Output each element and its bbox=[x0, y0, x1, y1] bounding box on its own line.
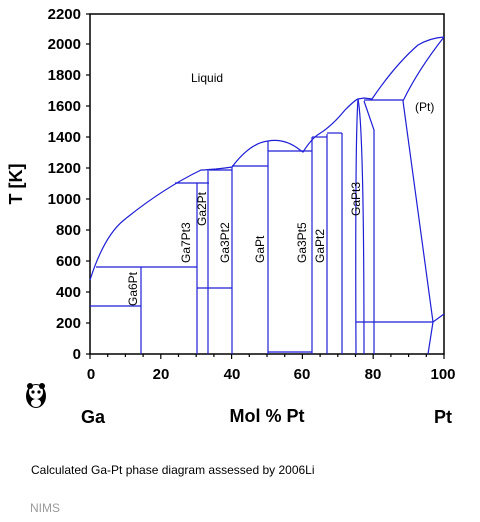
y-tick-label: 1000 bbox=[48, 191, 81, 208]
y-axis bbox=[86, 13, 90, 355]
figure-caption: Calculated Ga-Pt phase diagram assessed … bbox=[31, 463, 315, 477]
source-credit: NIMS bbox=[30, 501, 60, 515]
x-tick-label: 100 bbox=[430, 366, 455, 383]
y-axis-title: T [K] bbox=[6, 164, 26, 205]
region-label-ga7pt3: Ga7Pt3 bbox=[179, 222, 193, 263]
pt-lower-leg bbox=[427, 321, 434, 355]
y-tick-label: 2000 bbox=[48, 36, 81, 53]
x-tick-label: 40 bbox=[224, 366, 241, 383]
y-tick-label: 1600 bbox=[48, 98, 81, 115]
x-tick-labels: 0 20 40 60 80 100 bbox=[87, 366, 456, 383]
x-tick-label: 80 bbox=[365, 366, 382, 383]
y-tick-label: 1400 bbox=[48, 129, 81, 146]
region-label-ga2pt: Ga2Pt bbox=[195, 191, 209, 226]
y-tick-label: 2200 bbox=[48, 6, 81, 23]
region-label-liquid: Liquid bbox=[191, 71, 223, 85]
gapt3-left bbox=[355, 98, 359, 355]
y-tick-label: 0 bbox=[73, 346, 81, 363]
phase-diagram: 0 200 400 600 800 1000 1200 1400 1600 18… bbox=[6, 6, 456, 427]
region-label-ga3pt2: Ga3Pt2 bbox=[218, 222, 232, 263]
y-tick-label: 400 bbox=[56, 284, 81, 301]
pt-solvus-left bbox=[363, 100, 375, 354]
pt-liquidus-right bbox=[402, 36, 445, 102]
y-tick-label: 1800 bbox=[48, 67, 81, 84]
x-axis bbox=[89, 354, 445, 359]
y-tick-label: 800 bbox=[56, 222, 81, 239]
region-label-gapt: GaPt bbox=[253, 235, 267, 263]
region-label-ga6pt: Ga6Pt bbox=[126, 271, 140, 306]
x-axis-title: Mol % Pt bbox=[230, 406, 305, 426]
region-label-ga3pt5: Ga3Pt5 bbox=[295, 222, 309, 263]
element-right-label: Pt bbox=[434, 407, 452, 427]
x-tick-label: 60 bbox=[294, 366, 311, 383]
x-tick-label: 20 bbox=[153, 366, 170, 383]
x-tick-label: 0 bbox=[87, 366, 95, 383]
y-tick-label: 600 bbox=[56, 253, 81, 270]
gapt3-right bbox=[357, 98, 365, 355]
element-left-label: Ga bbox=[81, 407, 106, 427]
region-label-gapt3: GaPt3 bbox=[349, 182, 363, 216]
plot-frame bbox=[89, 13, 445, 355]
phase-boundaries bbox=[89, 36, 445, 355]
panda-logo-icon bbox=[26, 383, 46, 408]
region-label-pt: (Pt) bbox=[415, 100, 434, 114]
liquidus-curve bbox=[89, 36, 445, 281]
pt-solvus-low bbox=[432, 313, 445, 323]
pt-solidus-right bbox=[402, 100, 434, 323]
region-labels: Liquid (Pt) Ga6Pt Ga7Pt3 Ga2Pt Ga3Pt2 Ga… bbox=[126, 71, 434, 306]
y-tick-label: 1200 bbox=[48, 160, 81, 177]
y-tick-labels: 0 200 400 600 800 1000 1200 1400 1600 18… bbox=[48, 6, 81, 363]
region-label-gapt2: GaPt2 bbox=[313, 229, 327, 263]
y-tick-label: 200 bbox=[56, 315, 81, 332]
